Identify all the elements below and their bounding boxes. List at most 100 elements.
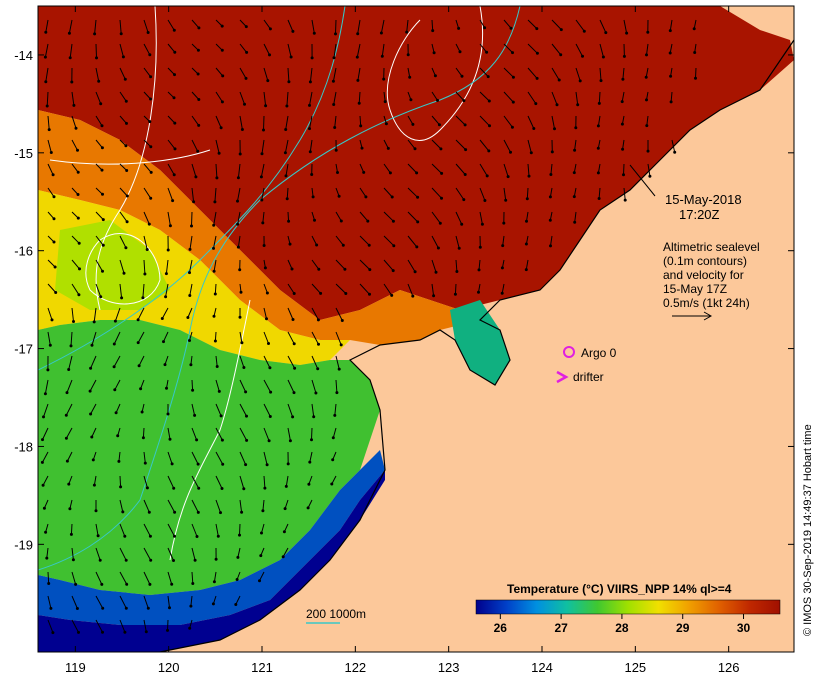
velocity-arrow — [143, 451, 146, 464]
velocity-arrow — [191, 547, 196, 561]
velocity-arrow-head — [42, 506, 46, 510]
velocity-arrow-head — [645, 124, 649, 128]
velocity-arrow — [119, 523, 126, 537]
velocity-arrow — [138, 355, 145, 366]
velocity-arrow-head — [196, 510, 200, 514]
velocity-arrow — [431, 283, 435, 296]
colorbar-tick-label: 29 — [676, 621, 690, 635]
velocity-arrow-head — [96, 534, 100, 538]
velocity-arrow-head — [211, 602, 215, 606]
velocity-arrow — [599, 19, 607, 33]
velocity-arrow — [95, 139, 103, 149]
velocity-arrow-head — [188, 247, 192, 251]
velocity-arrow-head — [316, 367, 320, 371]
velocity-arrow-head — [124, 246, 128, 250]
y-tick-label: -18 — [14, 439, 33, 454]
velocity-arrow — [163, 331, 169, 342]
velocity-arrow-head — [266, 79, 270, 83]
velocity-arrow-head — [95, 56, 98, 60]
velocity-arrow-head — [532, 127, 536, 130]
velocity-arrow — [47, 259, 56, 268]
velocity-arrow — [335, 211, 342, 222]
velocity-arrow-head — [336, 171, 339, 174]
velocity-arrow-head — [197, 98, 201, 101]
velocity-arrow — [47, 595, 52, 609]
velocity-arrow — [575, 19, 585, 32]
velocity-arrow-head — [669, 74, 673, 78]
velocity-arrow-head — [440, 171, 444, 175]
velocity-arrow — [263, 475, 266, 489]
velocity-arrow-head — [477, 268, 481, 272]
velocity-arrow — [190, 595, 193, 607]
velocity-arrow — [551, 43, 562, 56]
velocity-arrow — [287, 283, 295, 294]
velocity-arrow-head — [333, 126, 337, 129]
sealevel-contour — [95, 6, 157, 311]
velocity-arrow — [335, 355, 340, 370]
x-tick-label: 126 — [718, 660, 740, 675]
velocity-arrow-head — [136, 341, 140, 345]
velocity-arrow — [47, 619, 54, 633]
velocity-arrow — [167, 211, 171, 226]
velocity-arrow — [167, 475, 175, 489]
velocity-arrow-head — [285, 104, 289, 108]
velocity-arrow-head — [416, 195, 420, 199]
velocity-arrow — [622, 67, 625, 80]
velocity-arrow — [287, 307, 294, 320]
velocity-arrow — [455, 187, 465, 200]
velocity-arrow-head — [668, 29, 672, 33]
velocity-arrow — [479, 211, 483, 225]
velocity-arrow-head — [166, 248, 170, 252]
x-axis-ticks: 119 120 121 122 123 124 125 126 — [65, 6, 740, 675]
velocity-arrow-head — [438, 221, 442, 225]
velocity-arrow — [263, 91, 267, 106]
x-tick-label: 124 — [531, 660, 553, 675]
velocity-arrow — [47, 187, 55, 198]
velocity-arrow-head — [436, 98, 439, 102]
velocity-arrow-head — [146, 606, 150, 610]
velocity-arrow-head — [357, 101, 361, 105]
velocity-arrow — [237, 211, 241, 225]
velocity-arrow — [143, 595, 149, 609]
velocity-arrow — [42, 427, 49, 440]
velocity-arrow — [95, 619, 103, 633]
bathymetry-1000m-contour — [38, 6, 521, 571]
velocity-arrow-head — [597, 197, 601, 200]
velocity-arrow-head — [190, 224, 193, 228]
velocity-arrow-head — [264, 104, 268, 108]
velocity-arrow-head — [213, 339, 217, 343]
velocity-arrow-head — [90, 343, 94, 347]
velocity-arrow — [215, 475, 223, 489]
velocity-arrow — [503, 139, 511, 153]
velocity-arrow-head — [355, 55, 359, 59]
velocity-arrow — [143, 235, 148, 250]
velocity-arrow — [455, 211, 463, 225]
velocity-arrow — [95, 547, 101, 561]
velocity-arrow-head — [99, 102, 103, 106]
velocity-arrow-head — [308, 150, 312, 154]
velocity-arrow — [284, 139, 289, 153]
velocity-arrow-head — [51, 173, 55, 177]
velocity-arrow-head — [146, 31, 150, 34]
velocity-arrow — [407, 67, 411, 78]
velocity-arrow-head — [460, 222, 464, 226]
velocity-arrow — [332, 427, 337, 438]
velocity-arrow-head — [189, 604, 193, 608]
velocity-arrow-head — [463, 123, 467, 127]
x-tick-label: 120 — [158, 660, 180, 675]
velocity-arrow-head — [221, 462, 225, 466]
velocity-arrow — [164, 355, 169, 365]
velocity-arrow — [261, 523, 265, 534]
velocity-arrow — [503, 43, 513, 53]
velocity-arrow-head — [141, 296, 145, 300]
velocity-arrow-head — [288, 439, 292, 443]
coastline — [159, 39, 794, 652]
velocity-arrow-head — [41, 438, 44, 442]
velocity-arrow — [70, 331, 73, 346]
velocity-arrow-head — [265, 291, 269, 295]
velocity-arrow — [287, 331, 295, 345]
colorbar-tick-label: 28 — [615, 621, 629, 635]
velocity-arrow — [94, 19, 97, 34]
drifter-marker — [556, 370, 569, 384]
velocity-arrow-head — [173, 147, 177, 151]
